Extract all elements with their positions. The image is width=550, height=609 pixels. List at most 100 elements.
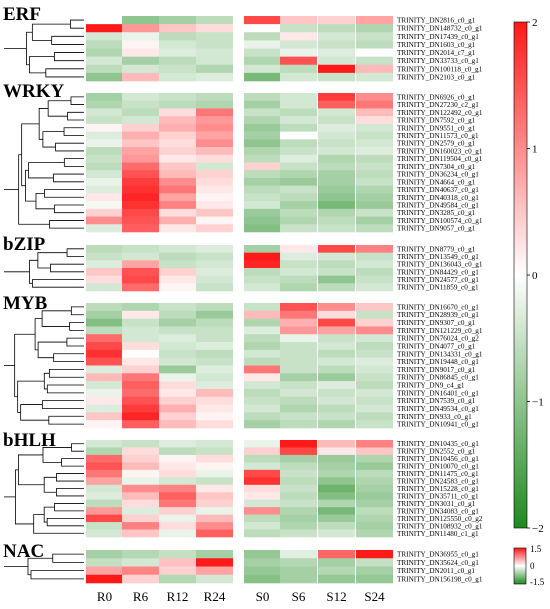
heatmap-cell xyxy=(280,319,317,327)
heatmap-cell xyxy=(86,245,123,253)
heatmap-cell xyxy=(318,389,355,397)
heatmap-cell xyxy=(159,389,196,397)
heatmap-cell xyxy=(280,405,317,413)
dendrogram-branch xyxy=(44,477,56,492)
nac-colorbar-tick-label: 1.5 xyxy=(530,544,542,554)
heatmap-cell xyxy=(318,201,355,209)
heatmap-cell xyxy=(318,485,355,493)
heatmap-cell xyxy=(86,24,123,32)
heatmap-cell xyxy=(86,530,123,538)
heatmap-cell xyxy=(280,530,317,538)
heatmap-cell xyxy=(196,440,233,448)
heatmap-cell xyxy=(356,567,393,576)
heatmap-cell xyxy=(356,201,393,209)
heatmap-cell xyxy=(122,163,159,171)
row-label: TRINITY_DN49534_c0_g1 xyxy=(397,405,479,413)
heatmap-cell xyxy=(318,530,355,538)
heatmap-cell xyxy=(86,73,123,81)
heatmap-cell xyxy=(280,373,317,381)
heatmap-cell xyxy=(86,108,123,116)
heatmap-cell xyxy=(318,522,355,530)
heatmap-cell xyxy=(122,366,159,374)
heatmap-cell xyxy=(159,209,196,217)
dendrogram-branch xyxy=(70,20,84,28)
heatmap-cell xyxy=(244,217,281,225)
heatmap-cell xyxy=(86,373,123,381)
heatmap-cell xyxy=(280,311,317,319)
heatmap-cell xyxy=(244,455,281,463)
heatmap-cell xyxy=(356,558,393,567)
heatmap-cell xyxy=(356,193,393,201)
heatmap-cell xyxy=(356,477,393,485)
heatmap-cell xyxy=(196,389,233,397)
heatmap-cell xyxy=(122,186,159,194)
heatmap-cell xyxy=(86,492,123,500)
heatmap-cell xyxy=(196,139,233,147)
heatmap-cell xyxy=(280,558,317,567)
heatmap-cell xyxy=(356,319,393,327)
group-labels: ERFWRKYbZIPMYBbHLHNAC xyxy=(3,4,65,562)
dendrogram-branch xyxy=(29,163,65,178)
heatmap-cell xyxy=(280,209,317,217)
heatmap-cell xyxy=(196,57,233,65)
dendrogram-branch xyxy=(36,193,54,208)
heatmap-cell xyxy=(159,311,196,319)
heatmap-cell xyxy=(356,170,393,178)
dendrogram-branch xyxy=(49,369,84,377)
heatmap-cell xyxy=(280,16,317,24)
heatmap-cell xyxy=(159,358,196,366)
heatmap-cell xyxy=(159,366,196,374)
heatmap-cell xyxy=(196,558,233,567)
row-label: TRINITY_DN11480_c1_g1 xyxy=(397,530,479,538)
heatmap-cell xyxy=(196,178,233,186)
heatmap-cell xyxy=(356,405,393,413)
row-label: TRINITY_DN2011_c0_g1 xyxy=(397,567,475,575)
heatmap-cell xyxy=(356,500,393,508)
heatmap-cell xyxy=(86,201,123,209)
heatmap-cell xyxy=(159,186,196,194)
heatmap-cell xyxy=(356,93,393,101)
heatmap-cell xyxy=(86,124,123,132)
column-label-s0: S0 xyxy=(256,589,270,604)
heatmap-cell xyxy=(86,381,123,389)
heatmap-cell xyxy=(356,24,393,32)
heatmap-cell xyxy=(244,575,281,584)
heatmap-cell xyxy=(122,101,159,109)
heatmap-cell xyxy=(244,245,281,253)
heatmap-cell xyxy=(244,530,281,538)
row-label: TRINITY_DN86845_c0_g1 xyxy=(397,374,479,382)
heatmap-cell xyxy=(159,507,196,515)
heatmap-cell xyxy=(356,65,393,73)
heatmap-cell xyxy=(196,186,233,194)
heatmap-cell xyxy=(280,101,317,109)
heatmap-cell xyxy=(86,116,123,124)
dendrogram-branch xyxy=(54,174,84,182)
heatmap-cell xyxy=(122,283,159,291)
heatmap-cell xyxy=(122,522,159,530)
heatmap-cell xyxy=(196,40,233,48)
heatmap-cell xyxy=(244,507,281,515)
heatmap-cell xyxy=(244,303,281,311)
heatmap-cell xyxy=(280,381,317,389)
heatmap-cell xyxy=(196,397,233,405)
dendrogram-branch xyxy=(18,455,44,485)
heatmap-cell xyxy=(196,101,233,109)
heatmap-cell xyxy=(356,139,393,147)
group-label-nac: NAC xyxy=(3,541,44,562)
colorbar-tick-label: 2 xyxy=(532,17,538,29)
heatmap-cell xyxy=(280,283,317,291)
dendrogram-branch xyxy=(44,507,54,522)
heatmap-cell xyxy=(159,397,196,405)
dendrogram-branch xyxy=(72,444,84,451)
heatmap-cell xyxy=(122,124,159,132)
heatmap-cell xyxy=(122,342,159,350)
heatmap-cell xyxy=(244,405,281,413)
heatmap-cell xyxy=(86,49,123,57)
heatmap-cell xyxy=(196,522,233,530)
heatmap-cell xyxy=(244,65,281,73)
heatmap-cell xyxy=(196,477,233,485)
dendrogram-branch xyxy=(49,416,84,424)
heatmap-cell xyxy=(196,147,233,155)
heatmap-cell xyxy=(196,260,233,268)
heatmap-cell xyxy=(280,455,317,463)
